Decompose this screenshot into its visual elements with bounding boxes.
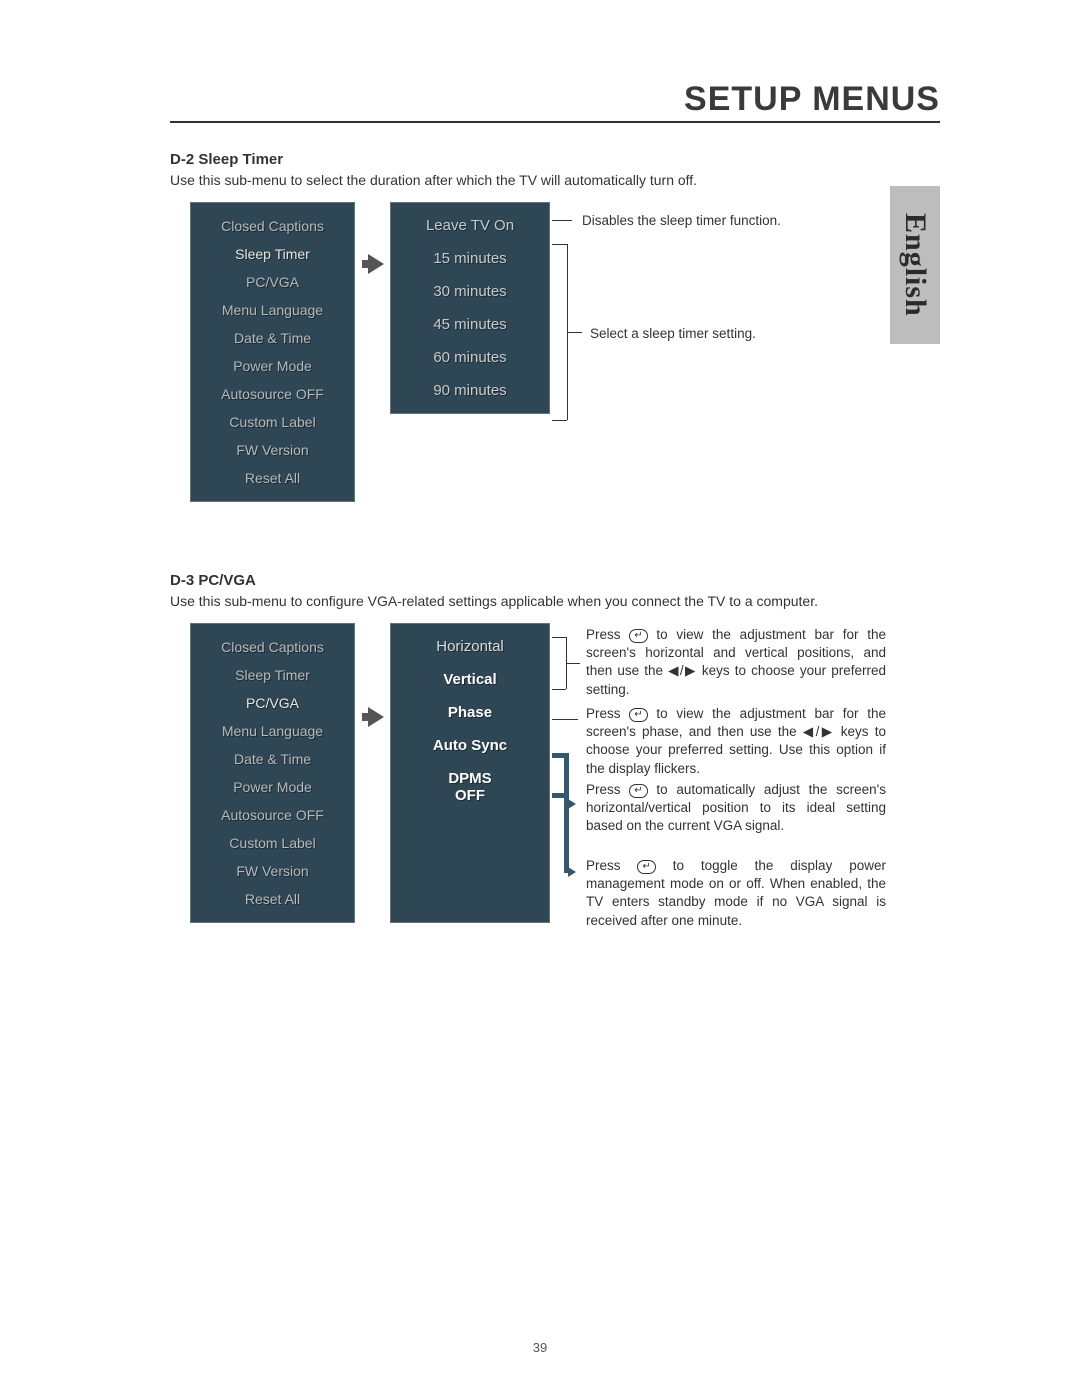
d3-callout-autosync: Press ↵ to automatically adjust the scre… <box>586 781 886 836</box>
arrow-icon <box>568 799 576 809</box>
bracket-line <box>567 332 582 333</box>
enter-icon: ↵ <box>629 708 647 722</box>
bracket-line <box>566 663 580 664</box>
d3-callout-hv: Press ↵ to view the adjustment bar for t… <box>586 626 886 699</box>
bracket-line <box>552 244 567 245</box>
menu-item[interactable]: Power Mode <box>191 352 354 380</box>
menu-item[interactable]: Closed Captions <box>191 212 354 240</box>
bracket-line <box>552 420 567 421</box>
d2-main-menu: Closed CaptionsSleep TimerPC/VGAMenu Lan… <box>190 202 355 502</box>
menu-item[interactable]: Sleep Timer <box>191 661 354 689</box>
connector-line <box>564 793 569 873</box>
page-title: SETUP MENUS <box>684 80 940 118</box>
section-d2-heading: D-2 Sleep Timer <box>170 151 940 168</box>
sub-menu-item[interactable]: 15 minutes <box>391 242 549 275</box>
menu-item[interactable]: FW Version <box>191 857 354 885</box>
d3-sub-menu: HorizontalVerticalPhaseAuto SyncDPMSOFF <box>390 623 550 923</box>
menu-item[interactable]: Custom Label <box>191 408 354 436</box>
sub-menu-item[interactable]: Phase <box>391 696 549 729</box>
sub-menu-item[interactable]: 30 minutes <box>391 275 549 308</box>
sub-menu-item[interactable]: DPMSOFF <box>391 762 549 812</box>
d3-main-menu: Closed CaptionsSleep TimerPC/VGAMenu Lan… <box>190 623 355 923</box>
enter-icon: ↵ <box>629 784 647 798</box>
menu-item[interactable]: Date & Time <box>191 745 354 773</box>
section-d3-heading: D-3 PC/VGA <box>170 572 940 589</box>
connector-line <box>552 753 566 758</box>
sub-menu-item[interactable]: 60 minutes <box>391 341 549 374</box>
menu-item[interactable]: Sleep Timer <box>191 240 354 268</box>
sub-menu-item[interactable]: 90 minutes <box>391 374 549 407</box>
sub-menu-item[interactable]: Leave TV On <box>391 209 549 242</box>
bracket-line <box>552 637 566 638</box>
arrow-icon <box>368 254 384 274</box>
menu-item[interactable]: PC/VGA <box>191 689 354 717</box>
connector-line <box>552 793 566 798</box>
sub-menu-item[interactable]: 45 minutes <box>391 308 549 341</box>
sub-menu-item[interactable]: Auto Sync <box>391 729 549 762</box>
page-number: 39 <box>533 1340 547 1355</box>
menu-item[interactable]: Menu Language <box>191 717 354 745</box>
menu-item[interactable]: Power Mode <box>191 773 354 801</box>
menu-item[interactable]: Menu Language <box>191 296 354 324</box>
connector-line <box>552 719 578 720</box>
menu-item[interactable]: PC/VGA <box>191 268 354 296</box>
arrow-icon <box>568 867 576 877</box>
enter-icon: ↵ <box>629 629 647 643</box>
arrow-icon <box>368 707 384 727</box>
section-d2-desc: Use this sub-menu to select the duration… <box>170 172 940 188</box>
d2-sub-menu: Leave TV On15 minutes30 minutes45 minute… <box>390 202 550 414</box>
menu-item[interactable]: Reset All <box>191 464 354 492</box>
menu-item[interactable]: Reset All <box>191 885 354 913</box>
menu-item[interactable]: Custom Label <box>191 829 354 857</box>
connector-line <box>552 220 572 221</box>
d3-callout-phase: Press ↵ to view the adjustment bar for t… <box>586 705 886 778</box>
page-header: SETUP MENUS <box>170 80 940 123</box>
sub-menu-item[interactable]: Horizontal <box>391 630 549 663</box>
sub-menu-item[interactable]: Vertical <box>391 663 549 696</box>
bracket-line <box>552 689 566 690</box>
section-d3-desc: Use this sub-menu to configure VGA-relat… <box>170 593 940 609</box>
d2-callout-group: Select a sleep timer setting. <box>590 325 820 343</box>
menu-item[interactable]: Autosource OFF <box>191 380 354 408</box>
menu-item[interactable]: Autosource OFF <box>191 801 354 829</box>
enter-icon: ↵ <box>637 860 655 874</box>
menu-item[interactable]: FW Version <box>191 436 354 464</box>
menu-item[interactable]: Closed Captions <box>191 633 354 661</box>
menu-item[interactable]: Date & Time <box>191 324 354 352</box>
d2-callout-top: Disables the sleep timer function. <box>582 212 842 230</box>
d3-callout-dpms: Press ↵ to toggle the display power mana… <box>586 857 886 930</box>
